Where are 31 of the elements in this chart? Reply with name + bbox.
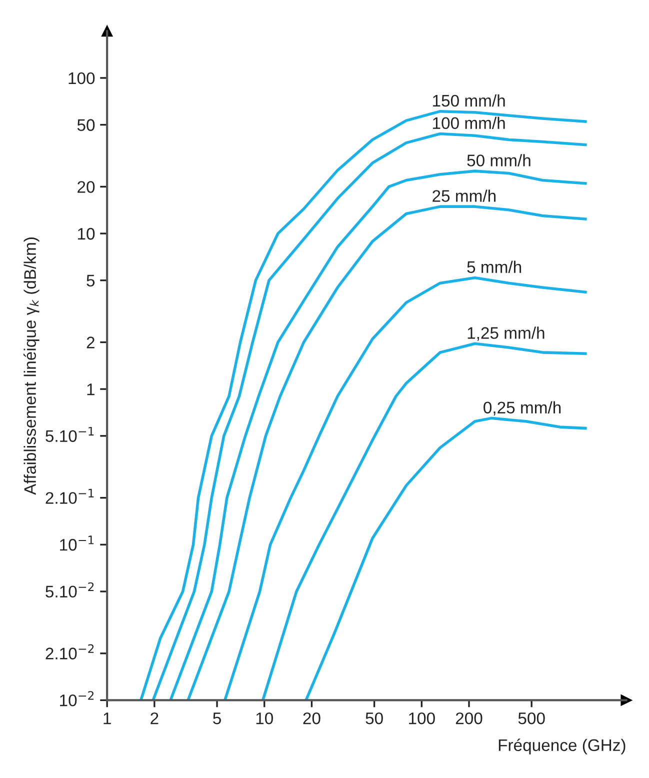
series-label: 50 mm/h [467,154,530,166]
y-tick-label: 50 [77,119,95,131]
x-tick-label: 200 [456,712,482,724]
y-axis-title: Affaiblissement linéique γ$_{k}$ (dB/km) [24,238,40,495]
y-tick-label: 5.10$^{−2}$ [46,582,94,598]
y-tick-label: 1 [87,384,94,396]
x-tick-label: 50 [366,712,383,724]
series-label: 5 mm/h [467,260,522,274]
series-label: 1,25 mm/h [468,326,544,341]
y-tick-label: 2.10$^{−2}$ [46,644,94,660]
series-label: 25 mm/h [432,190,496,202]
y-tick-label: 5.10$^{−1}$ [46,426,94,442]
x-tick-label: 500 [518,712,545,724]
x-tick-label: 2 [150,712,158,724]
y-tick-label: 10$^{−1}$ [60,536,94,551]
x-tick-label: 100 [409,712,435,724]
x-tick-label: 5 [213,712,221,724]
x-tick-label: 10 [256,712,273,724]
series-label: 0,25 mm/h [484,401,561,416]
y-tick-label: 2 [86,336,94,348]
y-tick-label: 5 [86,274,95,287]
series-label: 150 mm/h [433,94,505,107]
x-tick-label: 20 [303,712,320,724]
x-axis-title: Fréquence (GHz) [498,738,626,754]
y-tick-label: 100 [68,72,95,84]
series-label: 100 mm/h [433,116,505,130]
x-tick-label: 1 [104,712,111,724]
y-tick-label: 10 [78,228,95,240]
y-tick-label: 20 [78,181,95,193]
y-tick-label: 10$^{−2}$ [60,691,94,706]
y-tick-label: 2.10$^{−1}$ [46,488,94,504]
